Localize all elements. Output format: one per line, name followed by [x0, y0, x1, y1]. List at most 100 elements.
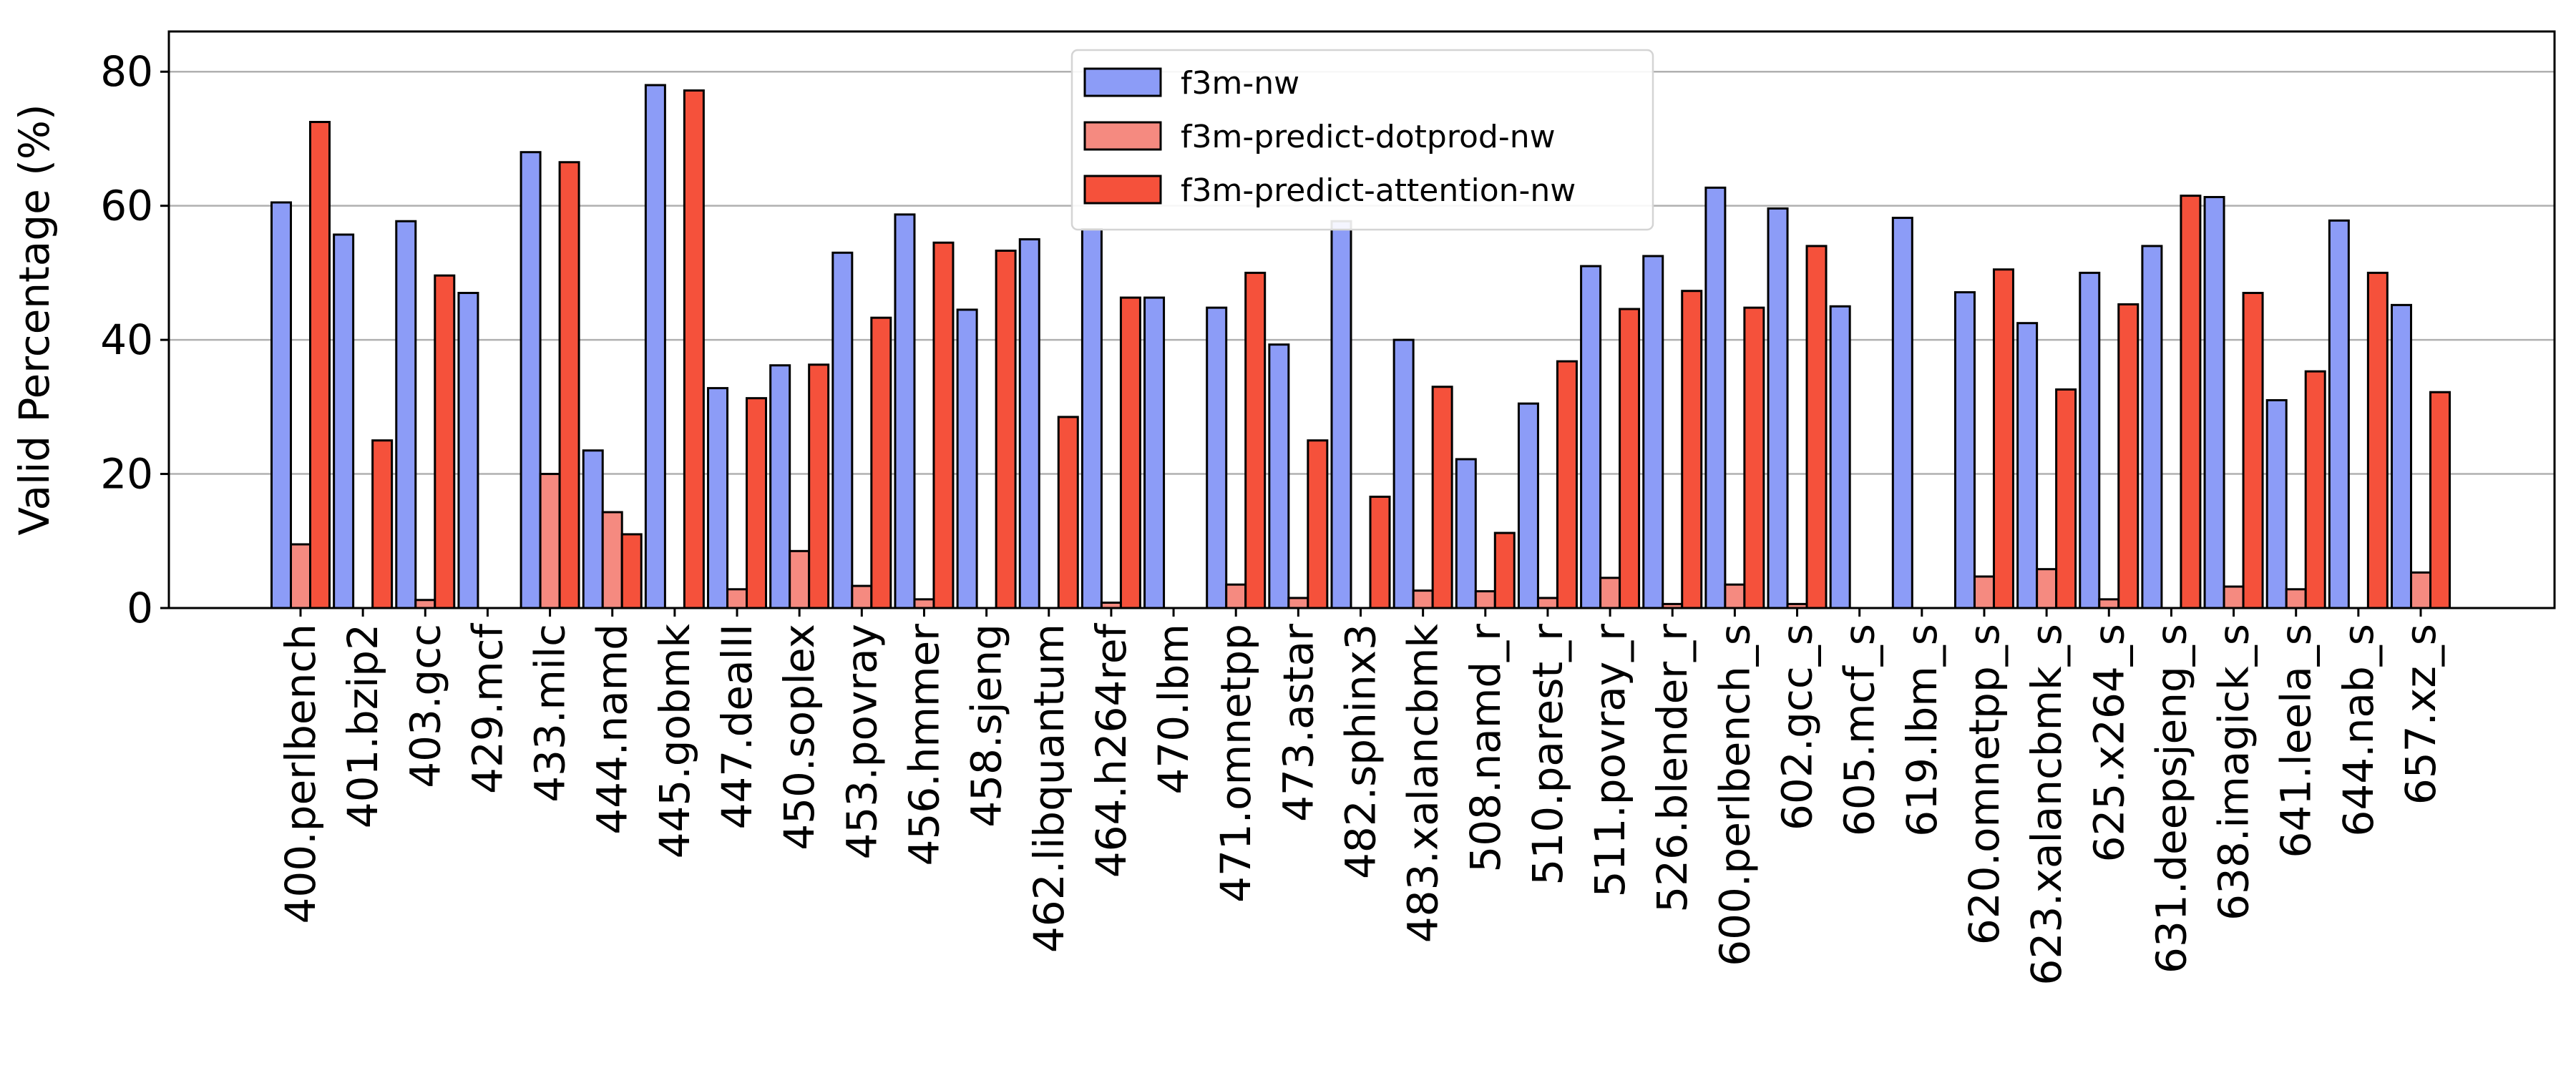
bar-f3m-predict-attention-nw [309, 121, 331, 609]
bar-f3m-nw [1143, 296, 1166, 609]
bar-f3m-nw [2203, 195, 2225, 609]
x-tick-label: 450.soplex [775, 624, 824, 851]
bar-f3m-predict-attention-nw [1493, 531, 1516, 609]
bar-f3m-nw [519, 151, 542, 609]
y-tick-label: 60 [100, 182, 153, 230]
bar-f3m-predict-dotprod-nw [290, 543, 311, 609]
bar-f3m-nw [1891, 217, 1913, 609]
x-tick-label: 458.sjeng [962, 624, 1011, 828]
bar-f3m-predict-attention-nw [1431, 386, 1453, 609]
bar-f3m-nw [1330, 220, 1352, 609]
bar-f3m-predict-attention-nw [558, 161, 580, 609]
bars [270, 84, 2451, 609]
bar-f3m-predict-attention-nw [2117, 303, 2140, 609]
y-tick-label: 0 [127, 584, 153, 632]
bar-f3m-predict-dotprod-nw [789, 549, 811, 609]
bar-f3m-predict-attention-nw [1805, 245, 1828, 609]
bar-f3m-predict-attention-nw [2429, 391, 2451, 609]
bar-f3m-predict-attention-nw [2366, 271, 2389, 609]
bar-f3m-nw [2141, 245, 2163, 609]
x-tick-label: 473.astar [1274, 624, 1322, 822]
bar-f3m-predict-attention-nw [1307, 439, 1329, 609]
bar-f3m-predict-attention-nw [2304, 370, 2326, 609]
bar-f3m-predict-dotprod-nw [913, 598, 935, 609]
bar-f3m-predict-attention-nw [995, 249, 1017, 609]
x-tick-label: 453.povray [837, 624, 886, 859]
bar-f3m-nw [1455, 458, 1477, 609]
bar-f3m-nw [1953, 291, 1976, 609]
bar-f3m-predict-attention-nw [2242, 292, 2264, 609]
bar-f3m-nw [1517, 402, 1539, 609]
bar-f3m-predict-attention-nw [434, 274, 456, 609]
legend-label: f3m-predict-dotprod-nw [1181, 119, 1556, 155]
bar-f3m-predict-dotprod-nw [1973, 575, 1995, 609]
bar-f3m-nw [582, 449, 604, 609]
x-tick-label: 644.nab_s [2334, 624, 2383, 836]
bar-f3m-predict-dotprod-nw [1474, 590, 1496, 609]
legend-swatch [1083, 175, 1162, 205]
legend-swatch [1083, 121, 1162, 151]
bar-f3m-predict-dotprod-nw [2036, 568, 2058, 609]
bar-f3m-predict-attention-nw [1369, 495, 1391, 609]
bar-f3m-nw [831, 251, 854, 609]
bar-f3m-nw [1704, 186, 1727, 609]
x-tick-label: 464.h264ref [1087, 622, 1136, 878]
bar-f3m-predict-dotprod-nw [1225, 583, 1247, 609]
x-tick-label: 445.gobmk [650, 624, 699, 859]
x-tick-label: 657.xz_s [2396, 624, 2445, 805]
bar-f3m-nw [1829, 305, 1851, 609]
x-tick-label: 401.bzip2 [338, 624, 387, 828]
bar-f3m-predict-dotprod-nw [1287, 597, 1309, 609]
x-tick-label: 433.milc [526, 624, 575, 803]
x-tick-label: 510.parest_r [1523, 624, 1572, 886]
bar-f3m-predict-dotprod-nw [539, 473, 561, 609]
x-tick-label: 620.omnetpp_s [1960, 624, 2009, 945]
x-tick-label: 631.deepsjeng_s [2147, 624, 2195, 974]
bar-f3m-predict-dotprod-nw [1724, 583, 1746, 609]
bar-f3m-predict-attention-nw [932, 241, 955, 609]
x-tick-label: 619.lbm_s [1898, 624, 1946, 837]
bar-f3m-predict-attention-nw [2180, 195, 2202, 609]
x-tick-label: 447.dealII [713, 624, 761, 830]
bar-f3m-nw [333, 233, 355, 609]
bar-f3m-predict-dotprod-nw [726, 588, 748, 609]
bar-f3m-nw [2016, 322, 2039, 609]
bar-f3m-nw [1018, 238, 1040, 609]
bar-f3m-nw [1392, 338, 1415, 609]
bar-f3m-predict-dotprod-nw [1599, 577, 1621, 609]
bar-f3m-nw [1268, 343, 1290, 609]
bar-f3m-nw [644, 84, 666, 609]
x-tick-label: 403.gcc [401, 624, 449, 788]
bar-f3m-predict-attention-nw [1619, 308, 1641, 609]
bar-f3m-nw [2391, 303, 2412, 609]
bar-f3m-predict-attention-nw [1681, 290, 1703, 609]
bar-f3m-nw [1080, 227, 1103, 609]
bar-f3m-predict-dotprod-nw [2223, 585, 2245, 609]
x-tick-label: 526.blender_r [1648, 624, 1697, 913]
bar-f3m-nw [1642, 255, 1664, 609]
x-tick-label: 429.mcf [463, 622, 512, 794]
bar-f3m-predict-attention-nw [683, 89, 705, 609]
bar-f3m-nw [707, 387, 729, 609]
y-tick-label: 40 [100, 315, 153, 364]
bar-f3m-nw [2328, 219, 2350, 609]
bar-f3m-nw [2079, 271, 2101, 609]
bar-f3m-nw [1206, 306, 1228, 609]
bar-f3m-predict-attention-nw [1743, 306, 1765, 609]
bar-f3m-predict-dotprod-nw [1536, 597, 1558, 609]
bar-f3m-predict-dotprod-nw [414, 599, 436, 609]
bar-f3m-nw [395, 220, 417, 609]
bar-f3m-nw [956, 308, 978, 609]
bar-f3m-predict-attention-nw [2055, 388, 2077, 609]
y-axis: 0 20 40 60 80 [100, 47, 169, 632]
x-tick-label: 605.mcf_s [1835, 624, 1884, 836]
x-tick-label: 638.imagick_s [2210, 624, 2258, 921]
x-tick-label: 456.hmmer [899, 624, 948, 866]
x-tick-label: 444.namd [588, 624, 637, 835]
bar-f3m-nw [1580, 265, 1602, 609]
x-tick-label: 462.libquantum [1025, 624, 1073, 953]
x-tick-label: 600.perlbench_s [1710, 624, 1759, 966]
x-tick-label: 482.sphinx3 [1337, 624, 1385, 879]
legend-label: f3m-nw [1181, 65, 1299, 102]
